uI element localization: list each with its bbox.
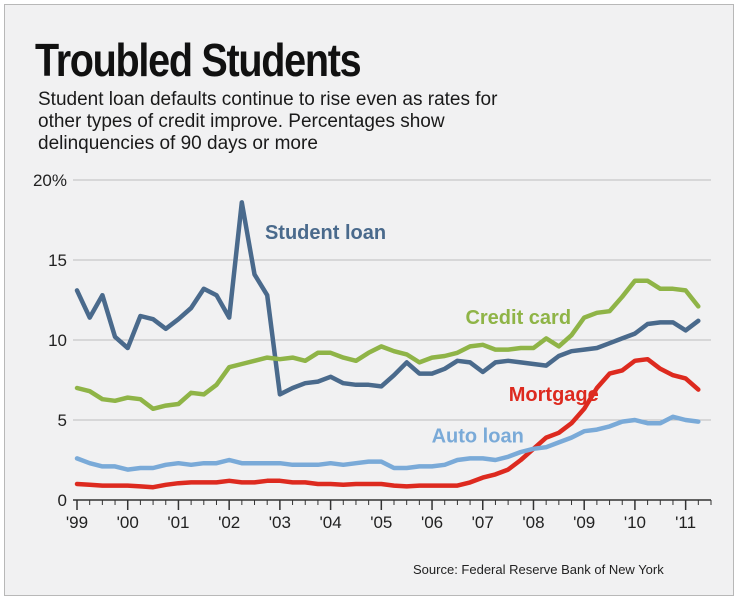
axes: 0 5 10 15 20% '99 '00 '01 '02 '03 '04 '05 '06 '07 '08 '… bbox=[33, 171, 712, 532]
chart-title: Troubled Students bbox=[35, 34, 362, 86]
x-tick-label: '03 bbox=[269, 513, 291, 532]
x-tick-label: '07 bbox=[472, 513, 494, 532]
x-tick-label: '06 bbox=[421, 513, 443, 532]
x-tick-label: '11 bbox=[675, 513, 696, 532]
source-note: Source: Federal Reserve Bank of New York bbox=[413, 562, 664, 577]
credit-card-label: Credit card bbox=[465, 307, 571, 329]
y-tick-label: 5 bbox=[58, 411, 67, 430]
auto-loan-label: Auto loan bbox=[432, 425, 524, 447]
y-tick-label: 10 bbox=[48, 331, 67, 350]
mortgage-line bbox=[74, 356, 701, 490]
x-tick-label: '02 bbox=[218, 513, 240, 532]
x-tick-label: '09 bbox=[573, 513, 595, 532]
credit-card-line bbox=[74, 278, 701, 412]
series-labels: Student loan Credit card Mortgage Auto loan bbox=[265, 222, 599, 447]
x-tick-label: '04 bbox=[320, 513, 342, 532]
x-tick-label: '05 bbox=[370, 513, 392, 532]
series-lines bbox=[74, 200, 701, 490]
y-tick-label: 0 bbox=[58, 491, 67, 510]
x-tick-label: '10 bbox=[624, 513, 646, 532]
grid bbox=[73, 179, 711, 421]
chart-card: Troubled Students Student loan defaults … bbox=[4, 4, 734, 596]
student-loan-line bbox=[74, 200, 701, 397]
y-tick-label: 20% bbox=[33, 171, 67, 190]
student-loan-label: Student loan bbox=[265, 222, 386, 244]
x-tick-label: '01 bbox=[167, 513, 189, 532]
auto-loan-line bbox=[74, 414, 701, 472]
x-tick-label: '00 bbox=[117, 513, 139, 532]
y-tick-label: 15 bbox=[48, 251, 67, 270]
chart-subtitle: Student loan defaults continue to rise e… bbox=[38, 89, 498, 154]
x-tick-label: '08 bbox=[522, 513, 544, 532]
line-chart: 0 5 10 15 20% '99 '00 '01 '02 '03 '04 '05 '06 '07 '08 '… bbox=[33, 171, 712, 532]
mortgage-label: Mortgage bbox=[509, 384, 599, 406]
x-tick-label: '99 bbox=[66, 513, 88, 532]
